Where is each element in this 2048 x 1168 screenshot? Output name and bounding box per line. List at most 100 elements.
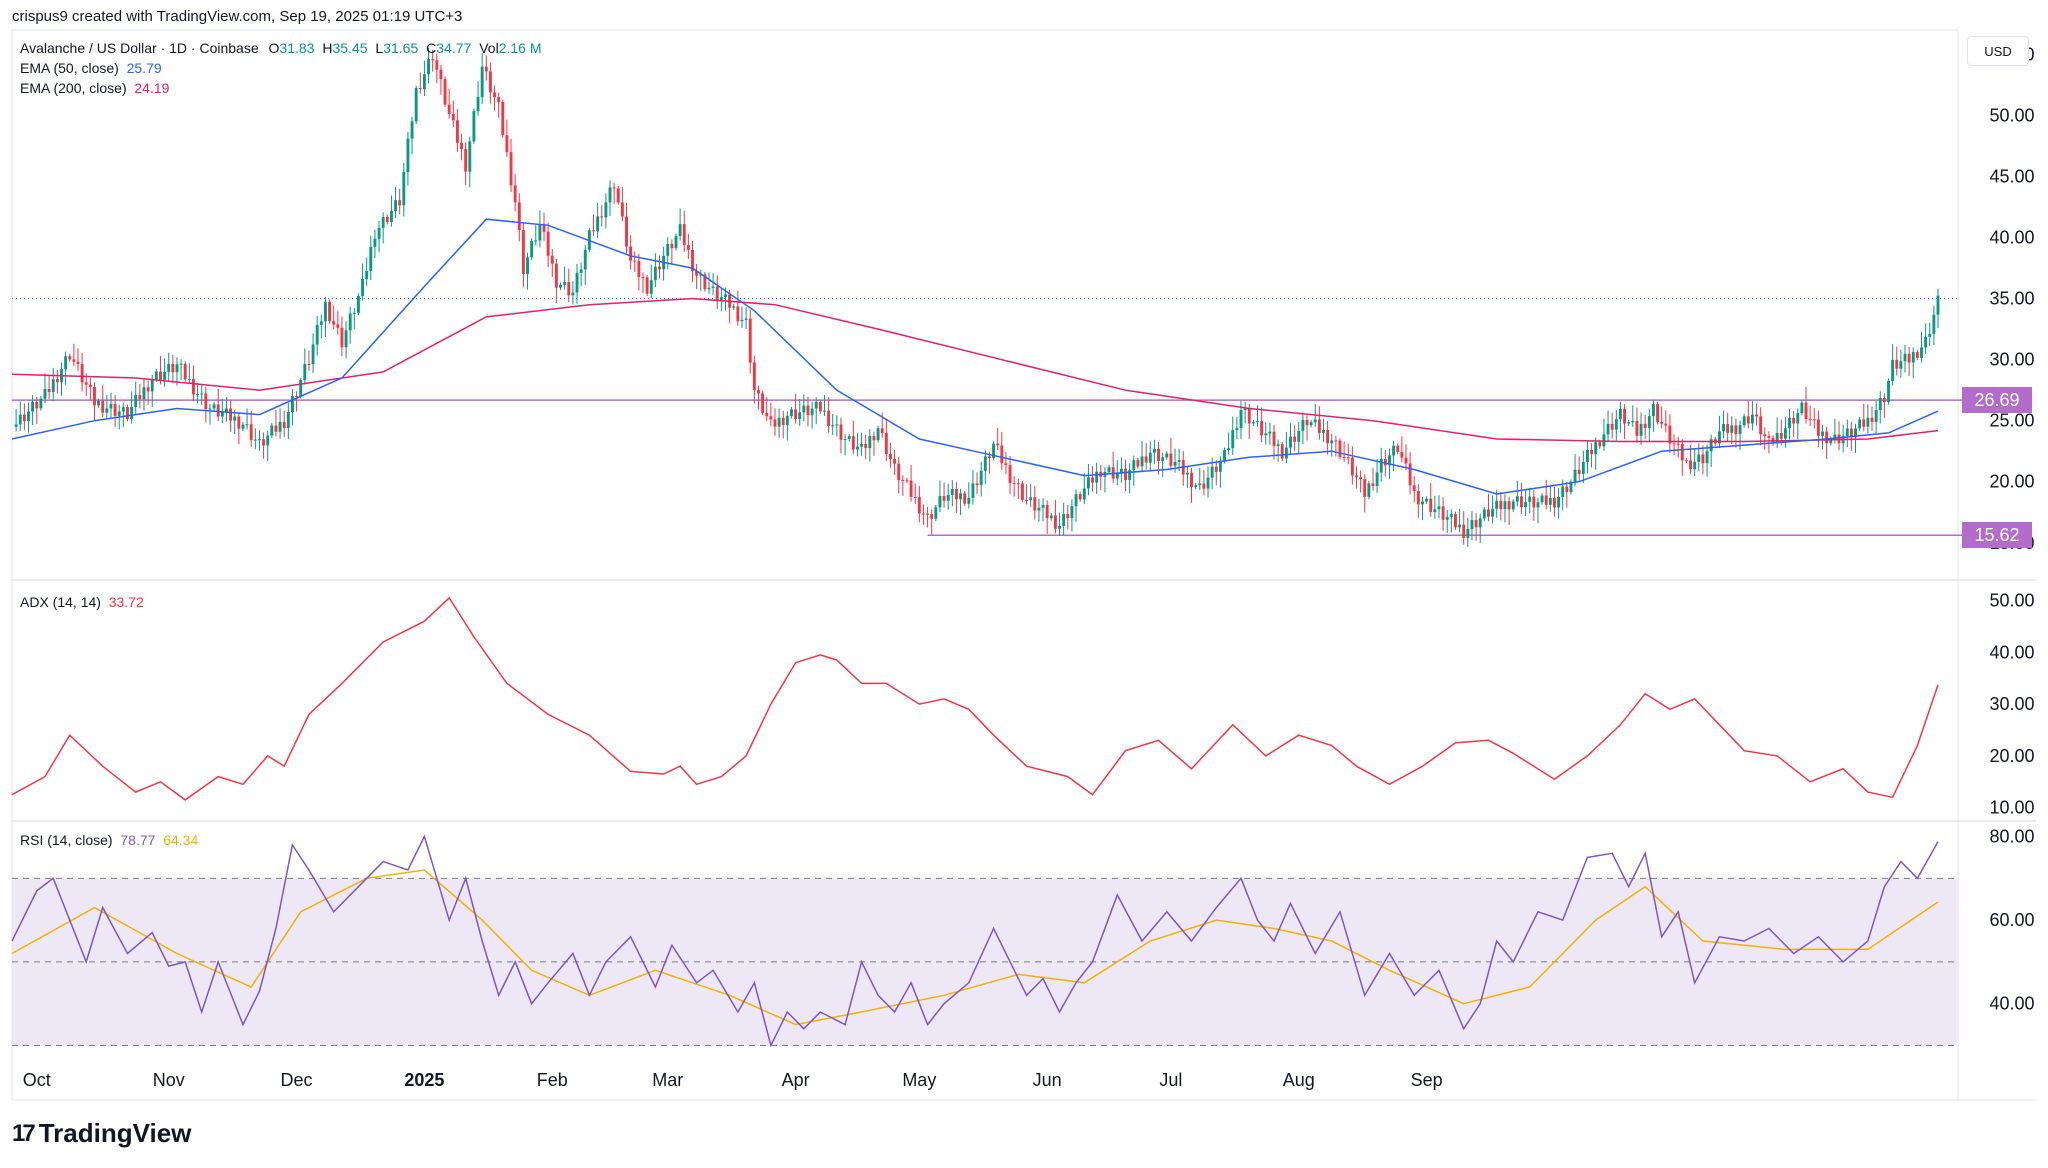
- candle-body: [909, 480, 913, 497]
- symbol-label[interactable]: Avalanche / US Dollar · 1D · Coinbase: [20, 40, 259, 56]
- candle-body: [794, 409, 798, 419]
- candle-body: [1870, 417, 1874, 422]
- candle-body: [1392, 445, 1396, 456]
- candle-body: [361, 279, 365, 296]
- candle-body: [1487, 509, 1490, 517]
- x-axis-tick-label: Feb: [537, 1070, 568, 1090]
- rsi-legend[interactable]: RSI (14, close) 78.77 64.34: [20, 832, 199, 848]
- candle-body: [1746, 416, 1750, 424]
- level-label-lower: 15.62: [1962, 522, 2032, 549]
- candle-body: [1462, 524, 1466, 538]
- candle-body: [1128, 470, 1132, 481]
- candle-body: [1907, 353, 1911, 363]
- candle-body: [1639, 423, 1643, 436]
- candle-body: [1581, 461, 1585, 474]
- candle-body: [1866, 417, 1870, 427]
- currency-selector[interactable]: USD: [1967, 36, 2029, 66]
- candle-body: [1478, 518, 1482, 528]
- candle-body: [1779, 433, 1783, 439]
- candle-body: [1363, 478, 1367, 497]
- candle-body: [670, 243, 674, 249]
- candle-body: [1218, 460, 1222, 472]
- candle-body: [740, 319, 744, 322]
- candle-body: [880, 428, 884, 434]
- candle-body: [765, 412, 769, 417]
- candle-body: [414, 88, 418, 122]
- candle-body: [14, 424, 18, 427]
- candle-body: [563, 282, 567, 285]
- ema200-legend[interactable]: EMA (200, close) 24.19: [20, 80, 170, 96]
- y-axis-tick-label: 30.00: [1989, 350, 2034, 370]
- candle-body: [373, 238, 377, 247]
- candle-body: [633, 260, 637, 262]
- candle-body: [55, 379, 59, 383]
- candle-body: [975, 483, 979, 486]
- candle-body: [68, 356, 72, 360]
- candle-body: [352, 312, 356, 314]
- candle-body: [208, 408, 212, 410]
- candle-body: [695, 270, 699, 276]
- candle-body: [567, 282, 571, 296]
- adx-legend[interactable]: ADX (14, 14) 33.72: [20, 594, 144, 610]
- candle-body: [1585, 450, 1589, 462]
- candle-body: [1062, 513, 1066, 526]
- candle-body: [777, 417, 781, 427]
- candle-body: [332, 321, 336, 325]
- candle-body: [1008, 465, 1012, 483]
- candle-body: [1086, 477, 1090, 489]
- candle-body: [258, 439, 261, 441]
- candle-body: [1132, 460, 1136, 471]
- candle-body: [757, 390, 760, 394]
- candle-body: [1243, 408, 1247, 410]
- chart-caption: crispus9 created with TradingView.com, S…: [12, 8, 463, 25]
- candle-body: [64, 356, 68, 370]
- candle-body: [377, 227, 381, 239]
- candle-body: [1717, 431, 1721, 444]
- candle-body: [922, 513, 925, 515]
- candle-body: [1429, 498, 1433, 513]
- candle-body: [1577, 469, 1581, 474]
- tradingview-logo[interactable]: 17 TradingView: [12, 1118, 191, 1149]
- candle-body: [992, 443, 996, 459]
- candle-body: [1618, 408, 1622, 420]
- level-label-upper: 26.69: [1962, 387, 2032, 414]
- candle-body: [810, 408, 814, 416]
- candle-body: [1482, 509, 1486, 519]
- candle-body: [22, 414, 26, 422]
- candle-body: [864, 443, 868, 449]
- candle-body: [418, 88, 422, 90]
- candle-body: [1095, 471, 1099, 483]
- candle-body: [175, 364, 179, 373]
- candle-body: [1899, 361, 1903, 369]
- candle-body: [1383, 459, 1387, 466]
- candle-body: [1107, 467, 1111, 473]
- candle-body: [620, 202, 624, 217]
- candle-body: [35, 401, 39, 409]
- candle-body: [1152, 448, 1156, 453]
- candle-body: [1726, 424, 1730, 433]
- candle-body: [340, 327, 344, 348]
- candle-body: [954, 489, 958, 500]
- candle-body: [1606, 423, 1610, 435]
- candle-body: [1495, 500, 1499, 509]
- candle-body: [971, 483, 975, 498]
- candle-body: [282, 421, 286, 429]
- candle-body: [889, 454, 892, 459]
- candle-body: [101, 400, 105, 413]
- candle-body: [1932, 314, 1936, 334]
- candle-body: [1124, 468, 1127, 481]
- x-axis-tick-label: Nov: [153, 1070, 185, 1090]
- candle-body: [117, 411, 121, 416]
- candle-body: [150, 379, 154, 392]
- candle-body: [1911, 352, 1915, 363]
- candle-body: [1359, 477, 1363, 479]
- candle-body: [963, 493, 967, 504]
- ema50-legend[interactable]: EMA (50, close) 25.79: [20, 60, 162, 76]
- candle-body: [468, 141, 472, 172]
- candle-body: [1594, 442, 1598, 455]
- candle-body: [319, 321, 323, 325]
- candle-body: [979, 470, 983, 486]
- candle-body: [1936, 295, 1940, 315]
- candle-body: [1148, 452, 1152, 463]
